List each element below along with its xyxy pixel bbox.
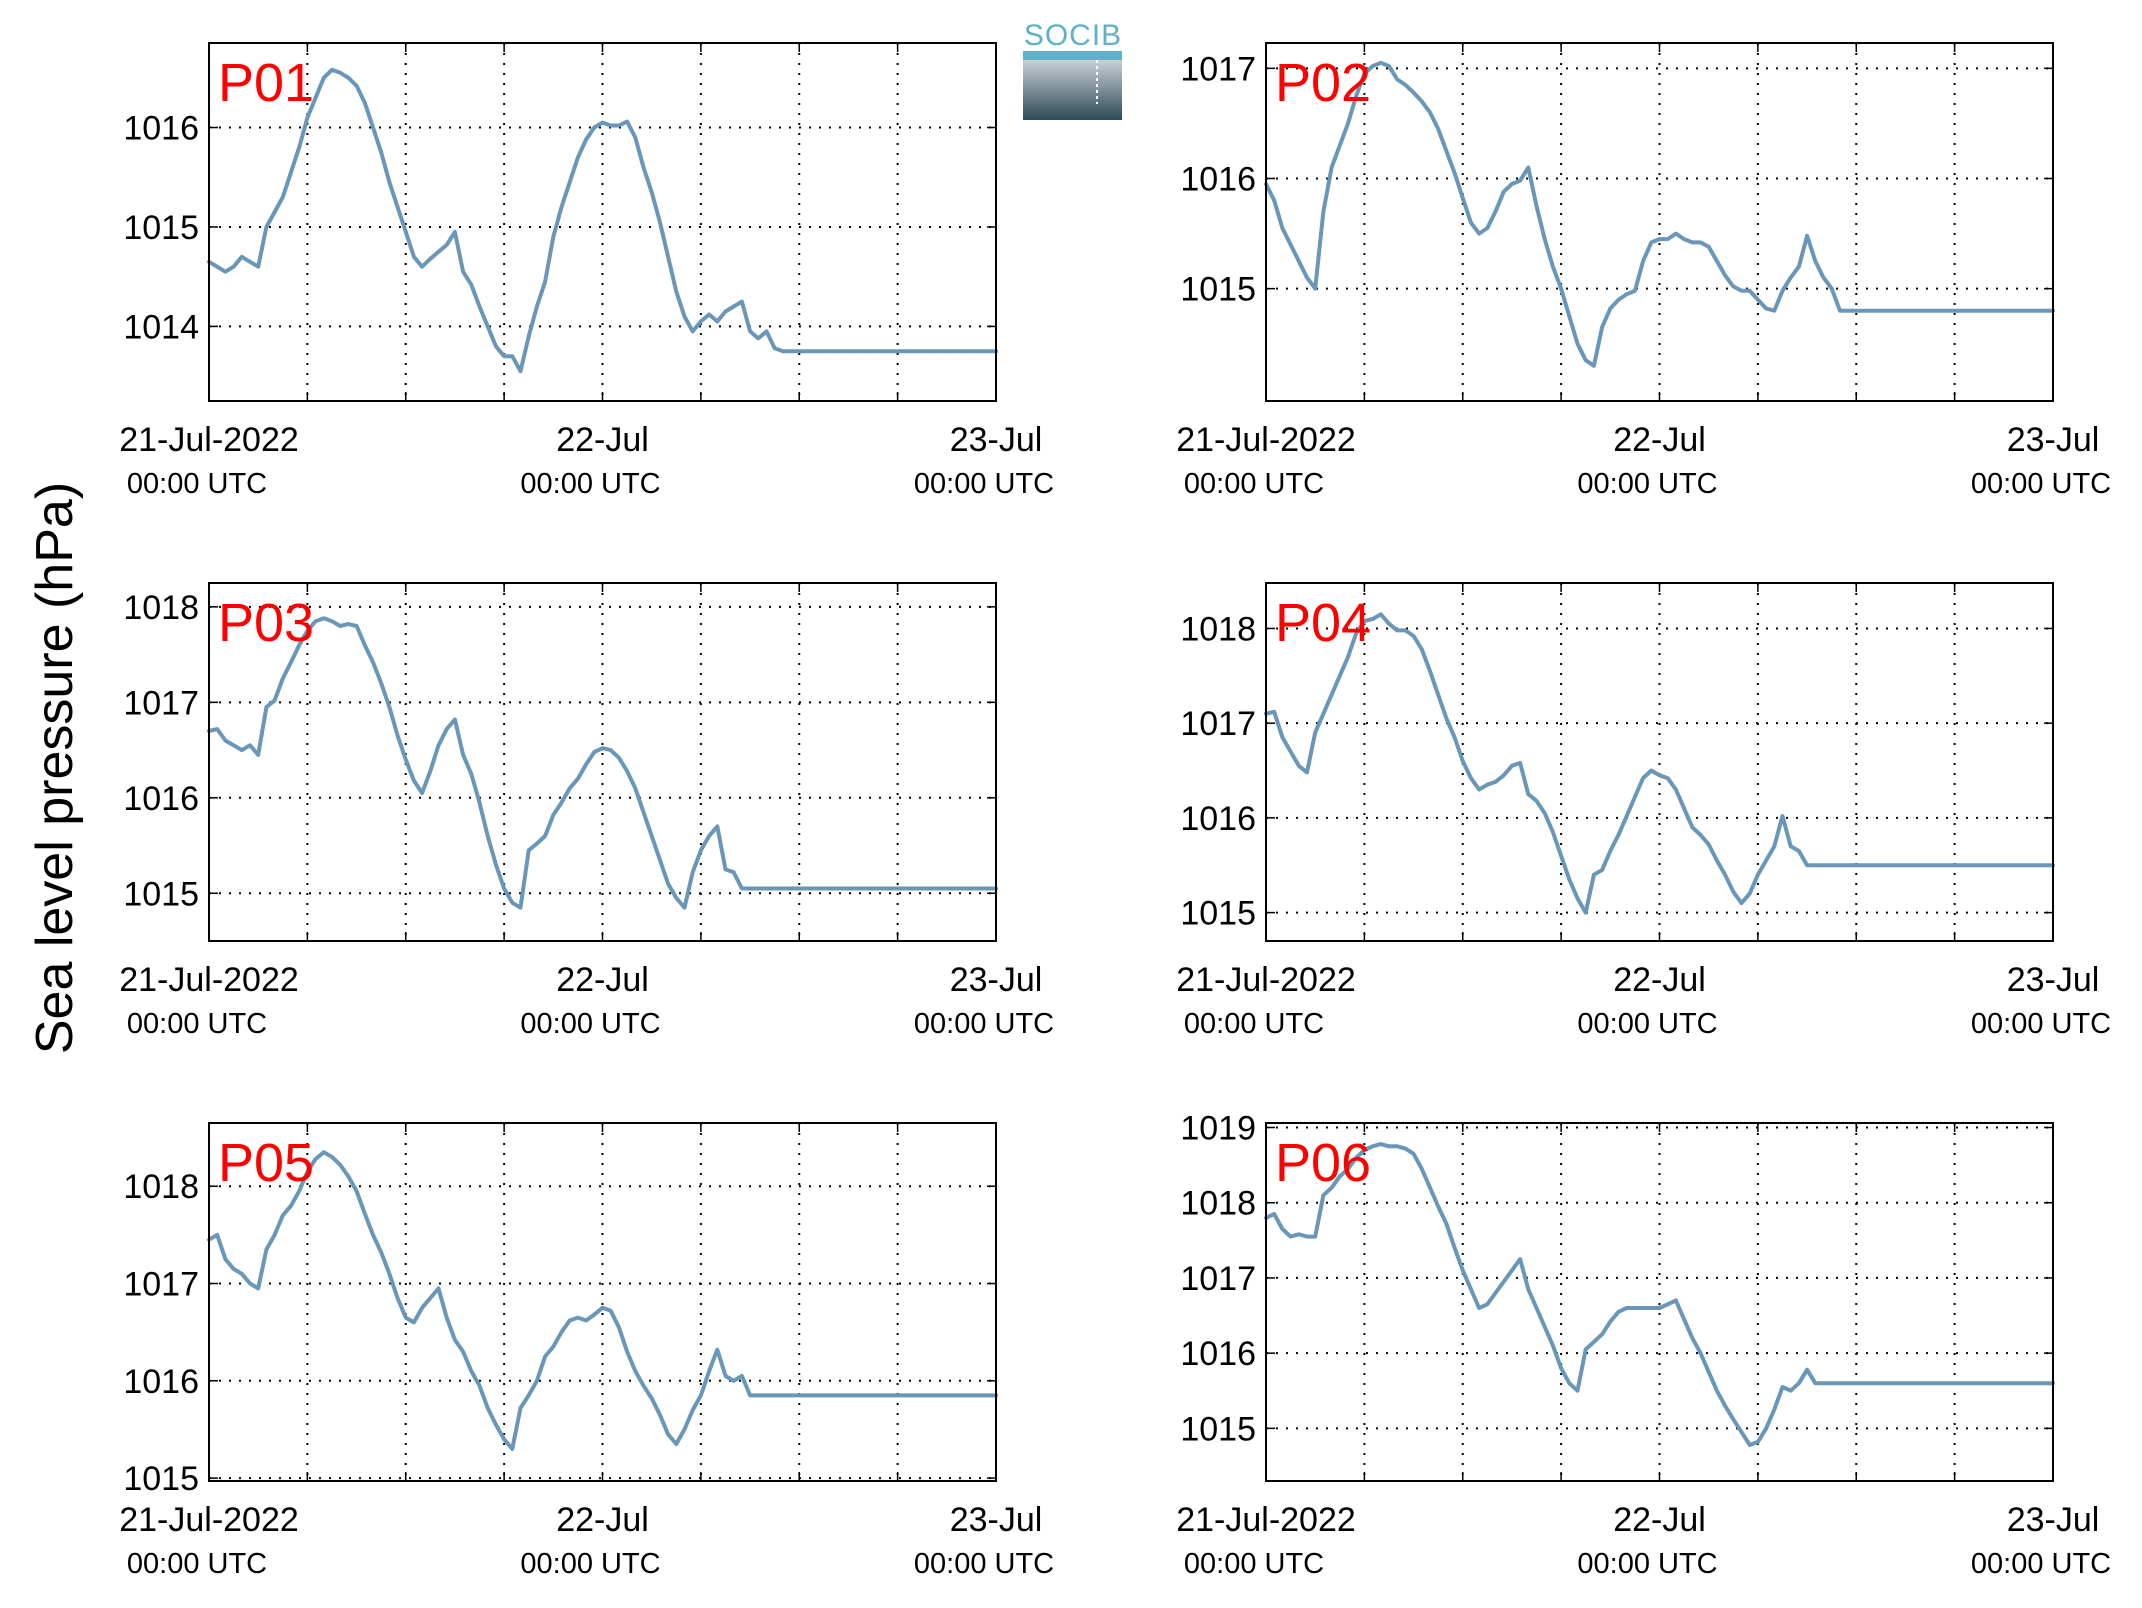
panel-label: P01 xyxy=(218,53,314,113)
plot-frame xyxy=(208,42,997,402)
logo-text: SOCIB xyxy=(1024,19,1122,52)
x-tick-date-label: 22-Jul xyxy=(1613,421,1706,459)
y-tick-label: 1016 xyxy=(1180,160,1256,198)
x-tick-date-label: 22-Jul xyxy=(556,421,649,459)
logo-band xyxy=(1023,51,1122,60)
x-tick-time-label: 00:00 UTC xyxy=(127,1008,267,1040)
chart-panel-p04: 1015 1016 1017 1018 P04 21-Jul-2022 00:00 UTC 2… xyxy=(1176,582,2111,1040)
y-tick-label: 1018 xyxy=(123,589,199,627)
chart-panel-p06: 1015 1016 1017 1018 1019 P06 21-Jul-2022 00:00 … xyxy=(1176,1110,2111,1580)
series-line xyxy=(1264,60,2055,368)
x-tick-time-label: 00:00 UTC xyxy=(914,1548,1054,1580)
x-tick-time-label: 00:00 UTC xyxy=(914,1008,1054,1040)
y-tick-label: 1017 xyxy=(1180,1260,1256,1298)
y-tick-label: 1018 xyxy=(1180,610,1256,648)
x-tick-date-label: 21-Jul-2022 xyxy=(119,961,299,999)
x-tick-time-label: 00:00 UTC xyxy=(1184,468,1324,500)
chart-panel-p01: 1014 1015 1016 P01 21-Jul-2022 00:00 UTC 22-Ju… xyxy=(119,42,1054,500)
x-tick-time-label: 00:00 UTC xyxy=(1184,1008,1324,1040)
plot-frame xyxy=(208,1122,997,1482)
y-tick-label: 1014 xyxy=(123,308,199,346)
y-tick-label: 1015 xyxy=(1180,895,1256,933)
y-tick-label: 1015 xyxy=(1180,271,1256,309)
x-tick-date-label: 23-Jul xyxy=(950,421,1043,459)
x-tick-date-label: 23-Jul xyxy=(2007,961,2100,999)
chart-panel-p02: 1015 1016 1017 P02 21-Jul-2022 00:00 UTC 22-Ju… xyxy=(1176,42,2111,500)
y-tick-label: 1017 xyxy=(123,1266,199,1304)
chart-panel-p05: 1015 1016 1017 1018 P05 21-Jul-2022 00:00 UTC 2… xyxy=(119,1122,1054,1580)
panel-label: P06 xyxy=(1275,1133,1371,1193)
x-tick-date-label: 21-Jul-2022 xyxy=(119,1501,299,1539)
x-tick-time-label: 00:00 UTC xyxy=(914,468,1054,500)
x-tick-date-label: 23-Jul xyxy=(950,961,1043,999)
x-tick-date-label: 21-Jul-2022 xyxy=(119,421,299,459)
y-tick-label: 1018 xyxy=(123,1168,199,1206)
x-tick-date-label: 22-Jul xyxy=(556,1501,649,1539)
panel-label: P02 xyxy=(1275,53,1371,113)
x-tick-date-label: 21-Jul-2022 xyxy=(1176,1501,1356,1539)
y-tick-label: 1015 xyxy=(123,209,199,247)
x-tick-time-label: 00:00 UTC xyxy=(520,1548,660,1580)
y-tick-label: 1015 xyxy=(1180,1410,1256,1448)
series-line xyxy=(207,1150,998,1451)
y-tick-label: 1015 xyxy=(123,875,199,913)
panel-label: P05 xyxy=(218,1133,314,1193)
logo-block xyxy=(1023,60,1122,120)
series-line xyxy=(207,67,998,374)
y-tick-label: 1017 xyxy=(1180,705,1256,743)
y-tick-label: 1016 xyxy=(1180,800,1256,838)
y-tick-label: 1015 xyxy=(123,1460,199,1498)
x-tick-time-label: 00:00 UTC xyxy=(1184,1548,1324,1580)
socib-logo: SOCIB xyxy=(1023,19,1122,120)
x-tick-date-label: 23-Jul xyxy=(2007,1501,2100,1539)
x-tick-time-label: 00:00 UTC xyxy=(1577,1008,1717,1040)
x-tick-time-label: 00:00 UTC xyxy=(1971,1548,2111,1580)
y-tick-label: 1018 xyxy=(1180,1185,1256,1223)
x-tick-date-label: 21-Jul-2022 xyxy=(1176,421,1356,459)
y-tick-label: 1017 xyxy=(1180,50,1256,88)
plot-frame xyxy=(1265,1122,2054,1482)
x-tick-time-label: 00:00 UTC xyxy=(520,1008,660,1040)
y-tick-label: 1016 xyxy=(123,780,199,818)
plot-frame xyxy=(208,582,997,942)
x-tick-date-label: 23-Jul xyxy=(2007,421,2100,459)
y-axis-title: Sea level pressure (hPa) xyxy=(26,482,84,1054)
plot-frame xyxy=(1265,42,2054,402)
y-tick-label: 1019 xyxy=(1180,1110,1256,1148)
x-tick-date-label: 21-Jul-2022 xyxy=(1176,961,1356,999)
y-tick-label: 1016 xyxy=(123,110,199,148)
y-tick-label: 1017 xyxy=(123,684,199,722)
series-line xyxy=(1264,1142,2055,1447)
y-tick-label: 1016 xyxy=(123,1363,199,1401)
x-tick-date-label: 23-Jul xyxy=(950,1501,1043,1539)
plot-frame xyxy=(1265,582,2054,942)
x-tick-time-label: 00:00 UTC xyxy=(1577,468,1717,500)
x-tick-time-label: 00:00 UTC xyxy=(127,1548,267,1580)
x-tick-time-label: 00:00 UTC xyxy=(520,468,660,500)
x-tick-time-label: 00:00 UTC xyxy=(1971,1008,2111,1040)
panel-label: P04 xyxy=(1275,593,1371,653)
chart-panel-p03: 1015 1016 1017 1018 P03 21-Jul-2022 00:00 UTC 2… xyxy=(119,582,1054,1040)
panel-label: P03 xyxy=(218,593,314,653)
x-tick-time-label: 00:00 UTC xyxy=(127,468,267,500)
series-line xyxy=(1264,612,2055,915)
y-tick-label: 1016 xyxy=(1180,1335,1256,1373)
x-tick-date-label: 22-Jul xyxy=(1613,1501,1706,1539)
x-tick-date-label: 22-Jul xyxy=(1613,961,1706,999)
series-line xyxy=(207,616,998,910)
x-tick-date-label: 22-Jul xyxy=(556,961,649,999)
x-tick-time-label: 00:00 UTC xyxy=(1577,1548,1717,1580)
x-tick-time-label: 00:00 UTC xyxy=(1971,468,2111,500)
